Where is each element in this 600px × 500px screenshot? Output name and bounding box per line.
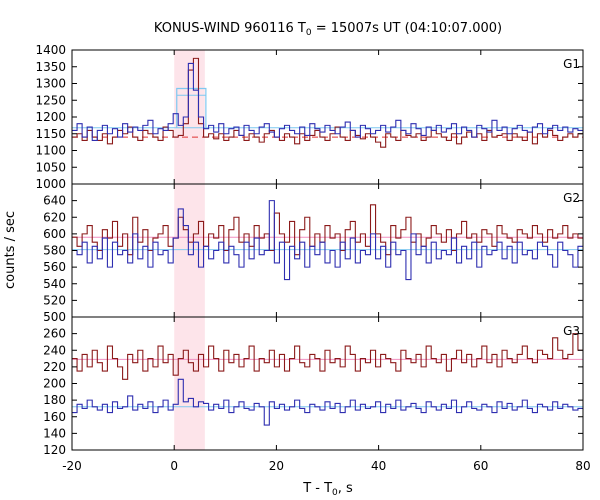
chart-title-rest: = 15007s UT (04:10:07.000) [312,21,502,36]
x-axis-label-main: T - T [302,481,332,496]
pulse-highlight-band-g3 [174,317,205,450]
y-tick-label-g2: 600 [43,227,66,241]
y-tick-label-g2: 620 [43,210,66,224]
y-tick-label-g2: 540 [43,277,66,291]
y-tick-label-g1: 1100 [35,144,66,158]
pulse-highlight-band-g2 [174,184,205,317]
y-tick-label-g1: 1350 [35,60,66,74]
x-tick-label: 0 [170,459,178,473]
series-blue-g1 [72,62,583,141]
y-tick-label-g1: 1000 [35,177,66,191]
x-tick-label: 60 [473,459,488,473]
y-tick-label-g1: 1150 [35,127,66,141]
y-tick-label-g3: 260 [43,327,66,341]
series-red-g3 [72,333,583,380]
panel-frame-g3 [71,316,584,451]
y-tick-label-g3: 180 [43,393,66,407]
panel-frame-g1 [71,49,584,185]
panel-label-g2: G2 [563,191,580,205]
y-tick-label-g3: 220 [43,360,66,374]
y-axis-label: counts / sec [3,211,18,289]
series-red-g2 [72,204,583,256]
plot-layer: 100010501100115012001250130013501400G150… [35,43,590,473]
chart-title-main: KONUS-WIND 960116 T [154,21,306,36]
y-tick-label-g1: 1050 [35,160,66,174]
x-axis-label-subscript: 0 [332,488,338,498]
y-tick-label-g1: 1300 [35,77,66,91]
y-tick-label-g3: 200 [43,377,66,391]
y-tick-label-g2: 500 [43,310,66,324]
chart-title: KONUS-WIND 960116 T0 = 15007s UT (04:10:… [154,21,502,38]
y-tick-label-g1: 1400 [35,43,66,57]
y-tick-label-g2: 640 [43,194,66,208]
panel-label-g3: G3 [563,324,580,338]
y-tick-label-g3: 240 [43,343,66,357]
chart-title-subscript: 0 [306,28,312,38]
panel-label-g1: G1 [563,57,580,71]
x-tick-label: -20 [62,459,82,473]
series-red-g1 [72,57,583,148]
y-tick-label-g1: 1250 [35,93,66,107]
series-blue-g2 [72,200,583,281]
y-tick-label-g2: 580 [43,244,66,258]
x-tick-label: 20 [269,459,284,473]
y-tick-label-g2: 520 [43,293,66,307]
x-tick-label: 40 [371,459,386,473]
x-axis-label-rest: , s [338,481,353,496]
y-tick-label-g3: 160 [43,410,66,424]
x-axis-label: T - T0, s [302,481,353,498]
pulse-box-outer [176,87,207,128]
series-blue-g3 [72,378,583,426]
x-tick-label: 80 [575,459,590,473]
y-tick-label-g2: 560 [43,260,66,274]
y-tick-label-g1: 1200 [35,110,66,124]
y-tick-label-g3: 120 [43,443,66,457]
y-tick-label-g3: 140 [43,426,66,440]
